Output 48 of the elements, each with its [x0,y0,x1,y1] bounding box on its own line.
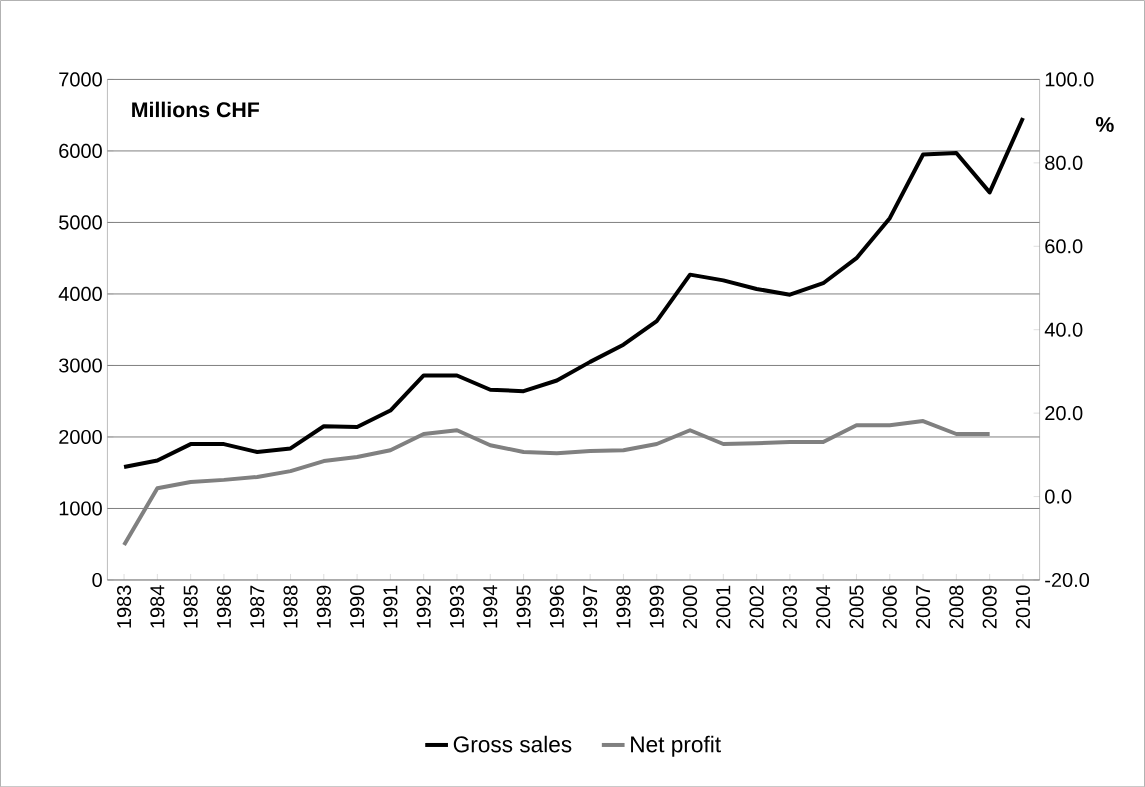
y-tick-label: 4000 [58,286,102,301]
x-tick-label: 2006 [882,585,897,628]
x-tick-label: 1986 [216,585,231,628]
x-tick-label: 1995 [516,585,531,628]
x-tick-label: 1983 [116,585,132,628]
x-tick-label: 1990 [350,585,365,628]
x-tick-label: 1994 [483,585,498,628]
x-tick-label: 1992 [416,585,431,628]
y-tick-label: 1000 [59,501,102,516]
y-tick-label: 7000 [59,72,102,87]
y2-axis-title: % [1095,116,1114,132]
y2-tick-label: 80.0 [1045,155,1083,170]
y2-tick-label: 40.0 [1044,322,1083,337]
y2-tick-label: 0.0 [1045,489,1072,504]
legend-label: Net profit [631,735,721,757]
x-tick-label: 2010 [1015,585,1031,628]
y-tick-label: 0 [92,572,102,587]
x-tick-label: 1987 [250,585,265,628]
x-tick-label: 2001 [716,585,731,628]
x-tick-label: 2002 [749,585,764,628]
y-tick-label: 6000 [59,143,102,158]
y2-tick-label: -20.0 [1045,572,1090,587]
x-tick-label: 1988 [283,585,298,628]
x-tick-label: 1984 [150,585,165,628]
x-tick-label: 2009 [982,585,997,628]
y-tick-label: 5000 [59,215,102,230]
x-tick-label: 2007 [915,585,931,628]
y-tick-label: 3000 [59,358,102,373]
line-series [122,418,992,547]
x-tick-label: 1999 [649,585,664,628]
x-tick-label: 1993 [449,585,465,628]
x-tick-label: 1998 [616,585,631,628]
x-tick-label: 2008 [949,585,964,628]
x-tick-label: 1996 [549,585,564,628]
x-tick-label: 1989 [316,585,331,628]
y2-tick-label: 100.0 [1045,72,1094,87]
y2-tick-label: 60.0 [1045,239,1083,254]
legend-label: Gross sales [453,735,572,753]
y2-tick-label: 20.0 [1045,405,1083,421]
y-tick-label: 2000 [59,429,102,444]
x-tick-label: 1991 [383,585,398,628]
x-tick-label: 2000 [682,585,698,628]
x-tick-label: 2005 [849,585,864,628]
x-tick-label: 2003 [782,585,797,628]
x-tick-label: 2004 [816,585,831,628]
y-axis-title: Millions CHF [132,101,260,118]
x-tick-label: 1985 [183,585,198,628]
x-tick-label: 1997 [583,585,598,628]
